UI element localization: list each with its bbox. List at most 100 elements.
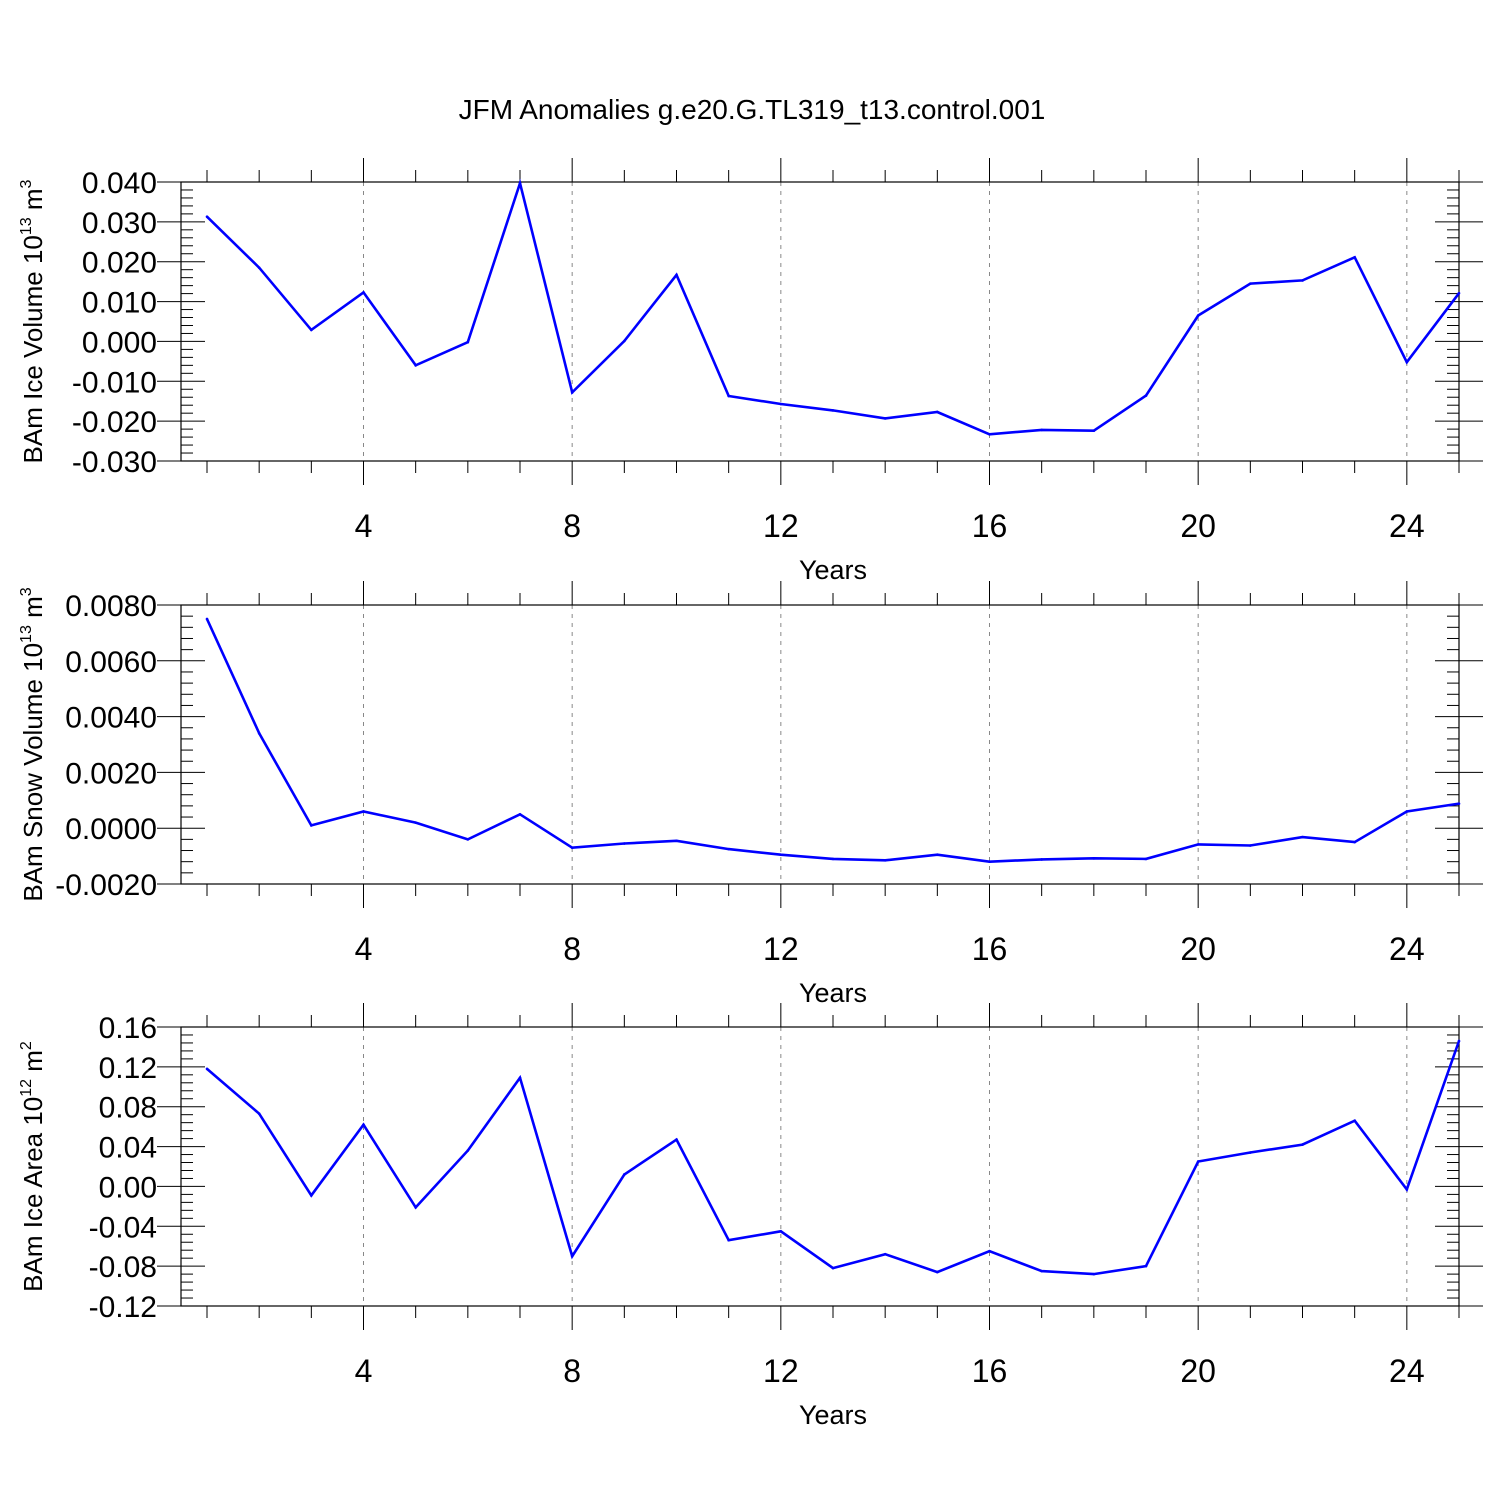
data-point [362, 1123, 365, 1126]
data-point [1249, 844, 1252, 847]
y-tick-label: 0.020 [82, 247, 157, 280]
data-point [1457, 802, 1461, 805]
data-point [1092, 857, 1096, 860]
data-point [414, 364, 417, 367]
x-tick-label: 4 [355, 1353, 373, 1389]
data-point [1092, 1272, 1096, 1276]
y-tick-label: 0.12 [99, 1052, 157, 1085]
data-point [1144, 394, 1148, 397]
data-point [675, 273, 678, 277]
y-tick-label: 0.00 [99, 1171, 157, 1204]
data-point [570, 391, 574, 394]
data-point [1196, 314, 1200, 317]
data-point [1040, 1269, 1043, 1273]
x-tick-label: 4 [355, 931, 373, 967]
x-tick-label: 8 [563, 508, 581, 544]
x-axis-label: Years [799, 1400, 867, 1430]
data-point [466, 340, 470, 344]
data-point [727, 1238, 730, 1242]
data-point [1196, 1160, 1200, 1163]
data-point [1353, 1119, 1356, 1122]
data-point [1405, 360, 1409, 364]
data-point [1249, 282, 1252, 285]
data-point [1301, 279, 1304, 282]
x-tick-label: 20 [1180, 508, 1216, 544]
x-tick-label: 16 [972, 1353, 1008, 1389]
plot-frame [180, 604, 1460, 885]
data-point [883, 1252, 887, 1256]
data-point [1144, 1264, 1148, 1268]
data-point [466, 838, 470, 841]
y-tick-label: -0.0020 [55, 869, 157, 902]
panel-3: -0.12 -0.08 -0.04 0.00 0.04 0.08 0.12 0.16 4 8 12 1… [18, 1003, 1483, 1430]
data-point [518, 181, 522, 185]
data-point [675, 1138, 678, 1141]
y-tick-label: -0.08 [89, 1251, 157, 1284]
y-tick-label: 0.16 [99, 1012, 157, 1045]
x-tick-label: 16 [972, 931, 1008, 967]
data-point [1249, 1151, 1252, 1154]
y-tick-label: 0.030 [82, 207, 157, 240]
data-point [831, 857, 835, 861]
data-point [1040, 428, 1043, 432]
series-line [205, 618, 1460, 864]
data-point [727, 394, 730, 398]
data-point [1301, 1143, 1304, 1146]
x-tick-label: 12 [763, 931, 799, 967]
data-point [1301, 835, 1304, 839]
data-point [1196, 843, 1200, 846]
data-point [936, 853, 939, 857]
data-point [257, 732, 261, 735]
panel-2: -0.0020 0.0000 0.0020 0.0040 0.0060 0.0080 4 8 1… [18, 581, 1483, 1008]
data-point [1405, 810, 1409, 813]
data-point [883, 858, 887, 862]
y-tick-label: 0.08 [99, 1092, 157, 1125]
data-point [1040, 858, 1043, 861]
y-tick-label: 0.0000 [65, 813, 157, 846]
data-point [623, 842, 626, 845]
data-point [727, 847, 730, 851]
y-tick-label: 0.0080 [65, 590, 157, 623]
data-point [518, 812, 522, 816]
data-point [1457, 291, 1461, 295]
data-point [310, 328, 313, 332]
data-point [205, 1067, 209, 1071]
plot-frame [180, 181, 1460, 462]
y-tick-label: 0.0060 [65, 646, 157, 679]
x-tick-label: 12 [763, 1353, 799, 1389]
data-point [310, 1194, 313, 1197]
x-axis-label: Years [799, 978, 867, 1008]
x-tick-label: 24 [1389, 1353, 1425, 1389]
data-point [1405, 1188, 1409, 1191]
data-point [362, 291, 365, 294]
x-tick-label: 20 [1180, 931, 1216, 967]
data-point [988, 1249, 991, 1253]
data-point [570, 846, 574, 850]
data-point [414, 1206, 417, 1209]
data-point [936, 1270, 939, 1274]
data-point [205, 215, 209, 218]
data-point [623, 339, 626, 343]
y-tick-label: -0.030 [72, 446, 157, 479]
y-axis-label: BAm Ice Area 1012 m2 [18, 1041, 48, 1292]
x-tick-label: 16 [972, 508, 1008, 544]
series-line [206, 178, 1461, 436]
panels: -0.030 -0.020 -0.010 0.000 0.010 0.020 0.030 0.… [18, 158, 1483, 1430]
x-tick-label: 8 [563, 931, 581, 967]
data-point [570, 1254, 574, 1258]
data-point [257, 1112, 261, 1115]
data-point [518, 1076, 522, 1080]
data-point [1144, 857, 1148, 861]
x-tick-label: 4 [355, 508, 373, 544]
y-tick-label: 0.040 [82, 167, 157, 200]
figure-title: JFM Anomalies g.e20.G.TL319_t13.control.… [459, 94, 1046, 125]
data-point [831, 409, 835, 412]
x-tick-label: 12 [763, 508, 799, 544]
x-tick-label: 24 [1389, 508, 1425, 544]
data-point [936, 410, 939, 414]
data-point [988, 432, 991, 436]
y-tick-label: 0.04 [99, 1132, 157, 1165]
x-tick-label: 20 [1180, 1353, 1216, 1389]
y-tick-label: -0.010 [72, 366, 157, 399]
